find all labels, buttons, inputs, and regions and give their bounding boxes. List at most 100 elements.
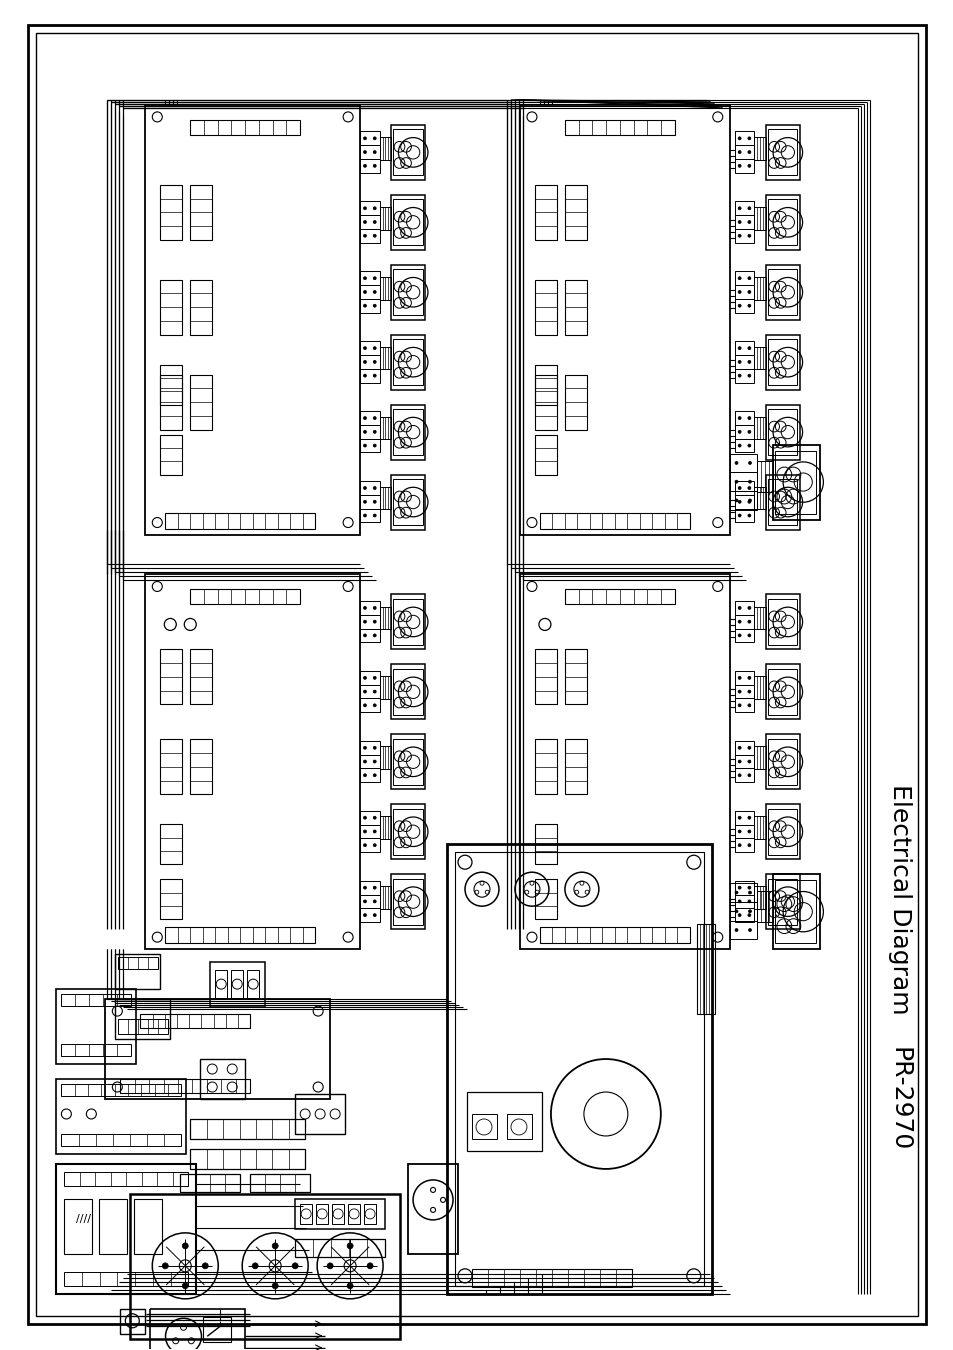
Bar [775, 880, 816, 944]
Bar [391, 475, 425, 529]
Bar [472, 1114, 497, 1139]
Circle shape [373, 690, 375, 693]
Bar [535, 279, 557, 335]
Bar [734, 880, 754, 895]
Circle shape [738, 760, 740, 763]
Circle shape [363, 634, 366, 637]
Circle shape [747, 676, 750, 679]
Circle shape [363, 207, 366, 209]
Bar [160, 649, 182, 705]
Circle shape [747, 347, 750, 350]
Circle shape [182, 1243, 188, 1249]
Bar [754, 747, 765, 769]
Bar [120, 1308, 145, 1334]
Bar [734, 671, 754, 684]
Circle shape [363, 304, 366, 308]
Circle shape [272, 1243, 278, 1249]
Circle shape [373, 514, 375, 517]
Bar [729, 902, 756, 921]
Circle shape [363, 486, 366, 490]
Circle shape [748, 929, 751, 932]
Circle shape [738, 136, 740, 140]
Bar [359, 425, 379, 439]
Bar [393, 409, 422, 455]
Bar [393, 668, 422, 716]
Bar [359, 215, 379, 230]
Bar [535, 364, 557, 405]
Bar [145, 575, 359, 949]
Circle shape [738, 830, 740, 833]
Bar [765, 475, 799, 529]
Bar [393, 130, 422, 176]
Circle shape [373, 374, 375, 377]
Bar [359, 811, 379, 825]
Bar [539, 513, 689, 528]
Circle shape [747, 914, 750, 917]
Circle shape [373, 760, 375, 763]
Circle shape [738, 914, 740, 917]
Bar [535, 435, 557, 475]
Bar [151, 1308, 245, 1350]
Circle shape [747, 514, 750, 517]
Bar [729, 921, 756, 940]
Bar [359, 298, 379, 313]
Bar [696, 925, 714, 1014]
Bar [359, 159, 379, 173]
Bar [765, 405, 799, 459]
Bar [754, 347, 765, 370]
Bar [734, 271, 754, 285]
Bar [120, 1079, 250, 1094]
Bar [772, 875, 819, 949]
Circle shape [363, 417, 366, 420]
Bar [105, 999, 330, 1099]
Circle shape [738, 417, 740, 420]
Circle shape [747, 817, 750, 819]
Bar [734, 146, 754, 159]
Circle shape [373, 431, 375, 433]
Bar [393, 738, 422, 784]
Bar [734, 825, 754, 838]
Bar [767, 809, 797, 855]
Bar [359, 671, 379, 684]
Bar [393, 879, 422, 925]
Circle shape [373, 620, 375, 624]
Bar [767, 668, 797, 716]
Bar [190, 375, 212, 429]
Bar [131, 1193, 399, 1339]
Bar [359, 131, 379, 146]
Circle shape [738, 374, 740, 377]
Circle shape [292, 1262, 298, 1269]
Bar [765, 594, 799, 649]
Circle shape [738, 151, 740, 154]
Bar [734, 215, 754, 230]
Circle shape [363, 347, 366, 350]
Bar [115, 954, 160, 990]
Bar [379, 817, 391, 838]
Bar [564, 375, 586, 429]
Bar [765, 335, 799, 390]
Circle shape [363, 886, 366, 890]
Circle shape [747, 374, 750, 377]
Bar [115, 999, 170, 1040]
Circle shape [373, 914, 375, 917]
Circle shape [363, 514, 366, 517]
Circle shape [363, 900, 366, 903]
Circle shape [738, 207, 740, 209]
Bar [729, 491, 756, 510]
Bar [359, 146, 379, 159]
Circle shape [347, 1282, 353, 1289]
Bar [767, 879, 797, 925]
Bar [379, 747, 391, 769]
Bar [190, 279, 212, 335]
Bar [190, 740, 212, 794]
Bar [359, 684, 379, 698]
Circle shape [738, 444, 740, 447]
Bar [391, 194, 425, 250]
Circle shape [373, 235, 375, 238]
Circle shape [738, 165, 740, 167]
Bar [734, 601, 754, 614]
Bar [359, 230, 379, 243]
Circle shape [363, 817, 366, 819]
Bar [734, 201, 754, 215]
Bar [190, 1119, 305, 1139]
